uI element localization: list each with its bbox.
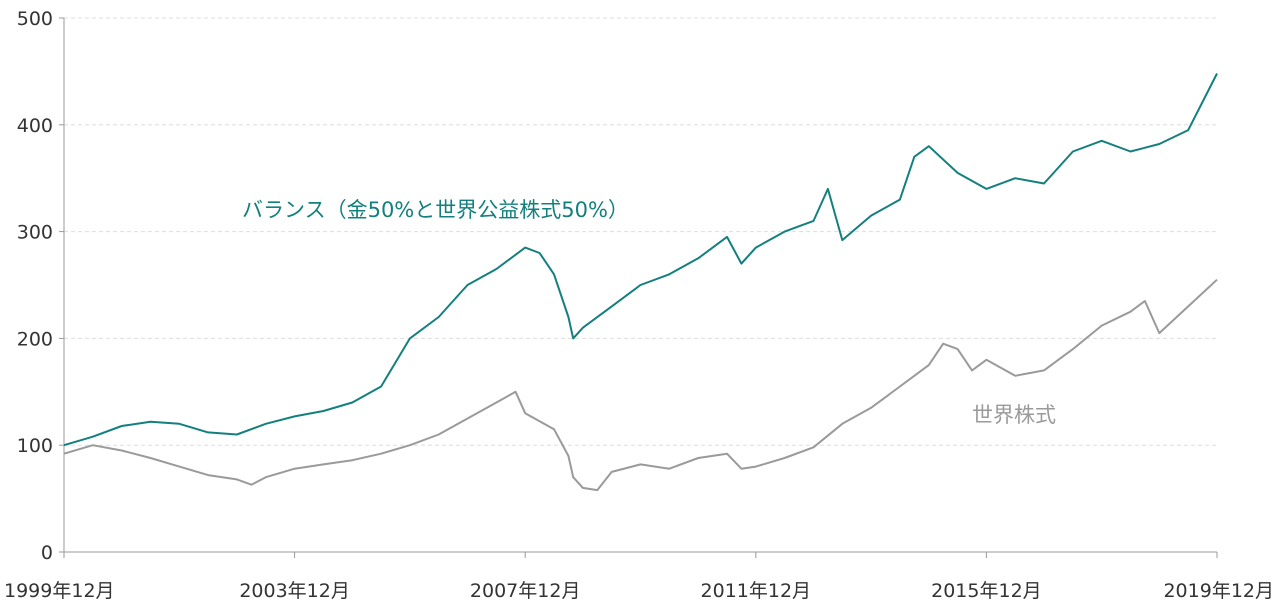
y-tick-label: 200 xyxy=(17,328,53,350)
y-tick-label: 300 xyxy=(17,222,53,244)
x-tick-label: 2007年12月 xyxy=(470,580,581,602)
grid xyxy=(64,17,1217,446)
x-tick-label: 2003年12月 xyxy=(239,580,350,602)
y-tick-label: 100 xyxy=(17,435,53,457)
series xyxy=(63,73,1218,492)
series-label-world-equity: 世界株式 xyxy=(972,403,1056,427)
series-line-world-equity xyxy=(63,278,1218,492)
series-label-balanced: バランス（金50%と世界公益株式50%） xyxy=(242,198,629,222)
axes xyxy=(63,18,1217,553)
y-tick-label: 400 xyxy=(17,115,53,137)
y-tick-label: 0 xyxy=(41,542,53,564)
y-tick-label: 500 xyxy=(17,8,53,30)
y-axis-ticks: 0 100 200 300 400 500 xyxy=(17,8,64,564)
x-tick-label: 2011年12月 xyxy=(701,580,812,602)
x-tick-label: 1999年12月 xyxy=(4,580,115,602)
series-line-balanced xyxy=(63,73,1218,447)
x-tick-label: 2019年12月 xyxy=(1163,580,1274,602)
x-tick-label: 2015年12月 xyxy=(931,580,1042,602)
x-axis-ticks: 1999年12月 2003年12月 2007年12月 2011年12月 2015年12月… xyxy=(4,552,1274,602)
